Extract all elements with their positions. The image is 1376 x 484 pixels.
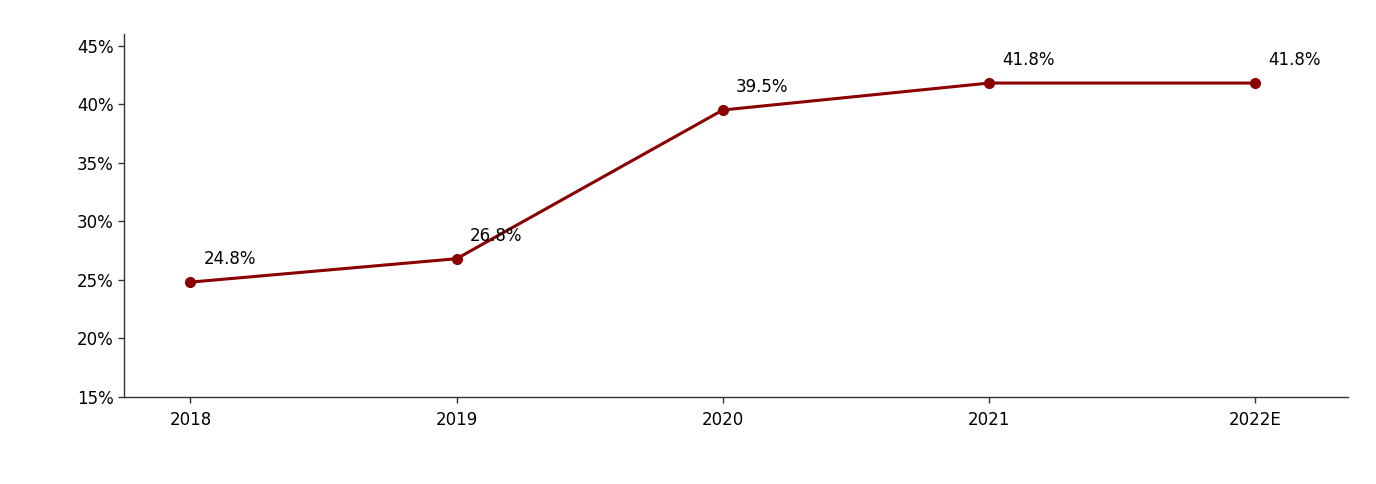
Text: 26.8%: 26.8% — [471, 227, 523, 244]
Text: 24.8%: 24.8% — [204, 250, 256, 268]
Text: 41.8%: 41.8% — [1002, 51, 1055, 69]
Text: 41.8%: 41.8% — [1269, 51, 1321, 69]
Text: 39.5%: 39.5% — [736, 78, 788, 96]
